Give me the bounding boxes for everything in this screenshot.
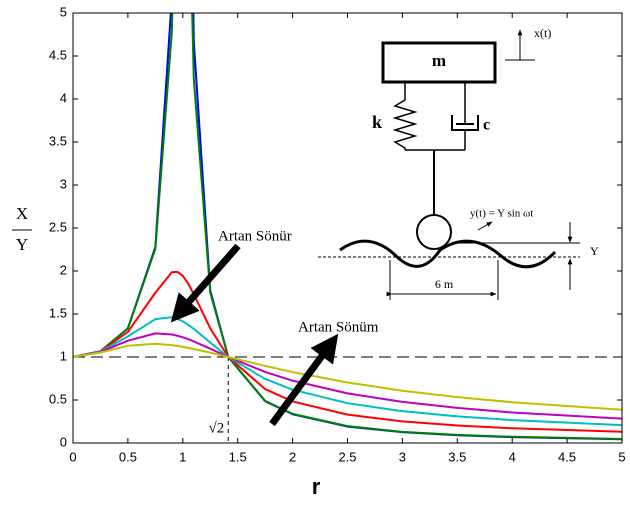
output-label: x(t): [534, 26, 551, 40]
y-tick-label: 5: [60, 4, 67, 19]
series-line: [73, 13, 622, 440]
y-tick-label: 1.5: [49, 305, 67, 320]
x-tick-label: 4.5: [558, 449, 576, 464]
y-tick-label: 2.5: [49, 219, 67, 234]
series-line: [73, 316, 622, 427]
mass-label: m: [432, 51, 446, 70]
x-tick-label: 2: [289, 449, 296, 464]
x-tick-label: 1.5: [229, 449, 247, 464]
arrow: [170, 243, 241, 323]
x-tick-label: 4: [509, 449, 516, 464]
x-tick-label: 2.5: [338, 449, 356, 464]
x-tick-label: 3: [399, 449, 406, 464]
axes-layer: 0 0.5 1 1.5 2 2.5 3 3.5 4 4.5 5 0 0.5 1 1.5 2 2.5 3 3.5 4 4.…: [49, 4, 626, 464]
x-tick-label: 0.5: [119, 449, 137, 464]
spring-label: k: [372, 112, 382, 132]
series-line: [73, 332, 622, 420]
annotation: Artan Sönür: [218, 228, 292, 244]
x-tick-label: 5: [618, 449, 625, 464]
y-axis-label-bottom: Y: [16, 235, 28, 254]
amplitude-label: Y: [590, 244, 599, 258]
y-tick-label: 4.5: [49, 47, 67, 62]
mass-block: [381, 41, 497, 84]
series-line: [73, 13, 622, 441]
y-tick-label: 3.5: [49, 133, 67, 148]
series-line: [73, 270, 622, 433]
lines-layer: [73, 13, 622, 441]
road-profile: [339, 239, 557, 269]
spring: [392, 82, 418, 150]
y-tick-label: 4: [60, 90, 67, 105]
x-axis-label: r: [312, 474, 321, 499]
x-tick-label: 0: [69, 449, 76, 464]
series-line: [73, 342, 622, 411]
arrow: [269, 333, 339, 427]
reference-label: √2: [209, 420, 225, 436]
x-tick-label: 1: [179, 449, 186, 464]
annotation-group: Artan Sönür Artan Sönüm: [170, 228, 379, 427]
annotation: Artan Sönüm: [298, 319, 379, 335]
x-tick-label: 3.5: [448, 449, 466, 464]
input-label: y(t) = Y sin ωt: [470, 208, 533, 220]
y-tick-label: 1: [60, 348, 67, 363]
wheel: [416, 214, 452, 250]
y-tick-label: 3: [60, 176, 67, 191]
y-tick-label: 2: [60, 262, 67, 277]
y-tick-label: 0: [60, 434, 67, 449]
wavelength-label: 6 m: [435, 277, 454, 291]
plot-frame: [72, 12, 623, 444]
damper-label: c: [483, 117, 490, 134]
y-axis-label-top: X: [16, 204, 28, 223]
y-tick-label: 0.5: [49, 391, 67, 406]
arrow: [477, 221, 493, 231]
mechanism-diagram: m x(t) k c y(t) = Y sin ωt Y 6 m: [318, 26, 599, 300]
